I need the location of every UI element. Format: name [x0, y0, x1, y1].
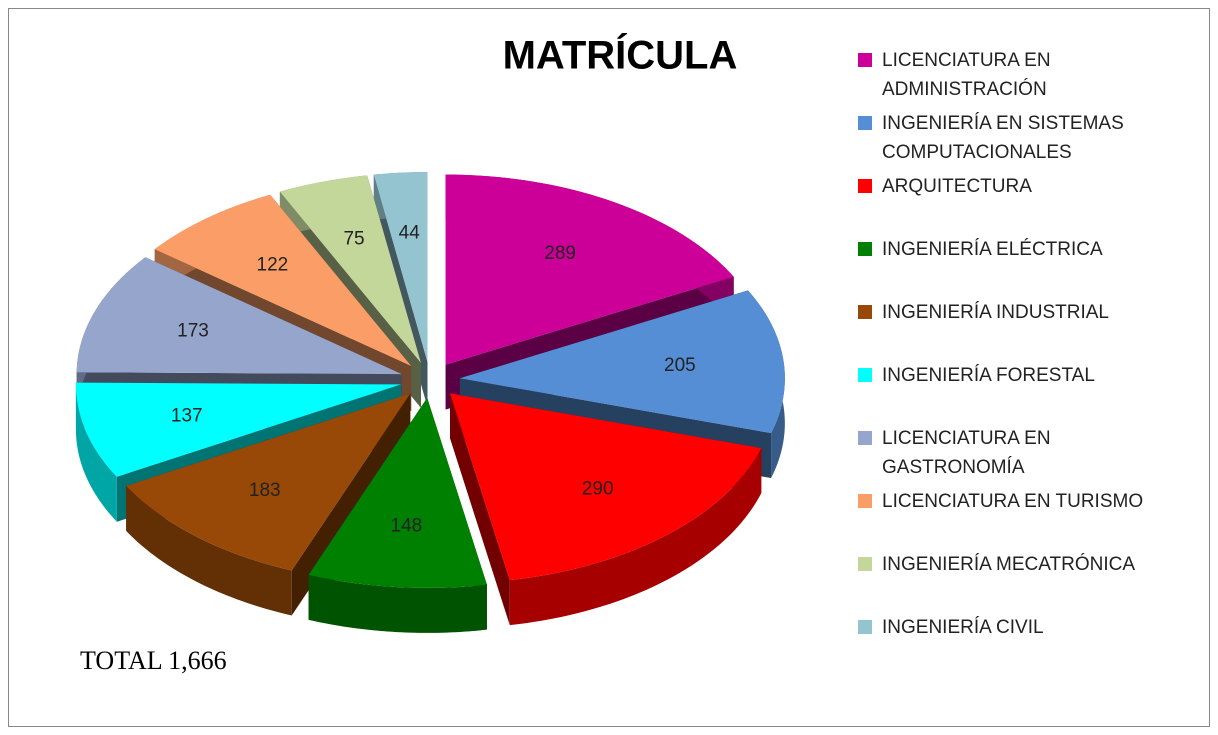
legend-swatch: [858, 557, 872, 571]
legend-swatch: [858, 494, 872, 508]
legend-item: INGENIERÍA INDUSTRIAL: [858, 298, 1198, 361]
data-label: 148: [391, 516, 423, 537]
slice-side: [126, 485, 292, 616]
legend-label: INGENIERÍA CIVIL: [882, 617, 1044, 638]
legend-item: LICENCIATURA EN ADMINISTRACIÓN: [858, 46, 1198, 109]
legend: LICENCIATURA EN ADMINISTRACIÓN INGENIERÍA…: [858, 46, 1198, 676]
legend-item: INGENIERÍA MECATRÓNICA: [858, 550, 1198, 613]
legend-swatch: [858, 242, 872, 256]
legend-label: INGENIERÍA EN SISTEMAS COMPUTACIONALES: [882, 113, 1124, 163]
data-label: 75: [343, 229, 364, 250]
legend-item: INGENIERÍA CIVIL: [858, 613, 1198, 676]
slice: [450, 393, 762, 581]
data-label: 44: [399, 222, 421, 243]
legend-label: LICENCIATURA EN ADMINISTRACIÓN: [882, 50, 1051, 100]
data-label: 122: [257, 254, 289, 275]
legend-swatch: [858, 53, 872, 67]
slice: [126, 393, 411, 571]
legend-swatch: [858, 305, 872, 319]
chart-title: MATRÍCULA: [503, 33, 738, 78]
data-label: 205: [664, 355, 696, 376]
legend-label: INGENIERÍA FORESTAL: [882, 365, 1095, 386]
slice-side: [75, 382, 117, 522]
slice: [459, 290, 785, 434]
legend-swatch: [858, 431, 872, 445]
legend-item: INGENIERÍA EN SISTEMAS COMPUTACIONALES: [858, 109, 1198, 172]
legend-item: INGENIERÍA FORESTAL: [858, 361, 1198, 424]
legend-swatch: [858, 620, 872, 634]
data-label: 183: [249, 480, 281, 501]
legend-swatch: [858, 368, 872, 382]
data-label: 173: [177, 321, 209, 342]
slice-side: [308, 574, 487, 633]
legend-item: INGENIERÍA ELÉCTRICA: [858, 235, 1198, 298]
legend-label: LICENCIATURA EN TURISMO: [882, 491, 1144, 512]
slice: [75, 382, 401, 477]
slice-side: [450, 393, 510, 626]
legend-item: LICENCIATURA EN GASTRONOMÍA: [858, 424, 1198, 487]
slice: [154, 194, 412, 366]
legend-swatch: [858, 116, 872, 130]
legend-item: LICENCIATURA EN TURISMO: [858, 487, 1198, 550]
data-label: 137: [171, 405, 203, 426]
slice: [279, 175, 421, 363]
annotation: TOTAL 1,666: [80, 646, 227, 675]
legend-label: INGENIERÍA ELÉCTRICA: [882, 239, 1103, 260]
slice: [445, 174, 734, 365]
data-label: 289: [544, 243, 576, 264]
legend-label: INGENIERÍA MECATRÓNICA: [882, 554, 1136, 575]
legend-item: ARQUITECTURA: [858, 172, 1198, 235]
slice-side: [509, 448, 762, 626]
slice: [76, 257, 402, 375]
slice: [373, 172, 428, 363]
legend-label: ARQUITECTURA: [882, 176, 1032, 197]
data-label: 290: [582, 479, 614, 500]
slice: [308, 397, 487, 588]
legend-label: INGENIERÍA INDUSTRIAL: [882, 302, 1109, 323]
legend-label: LICENCIATURA EN GASTRONOMÍA: [882, 428, 1051, 478]
legend-swatch: [858, 179, 872, 193]
